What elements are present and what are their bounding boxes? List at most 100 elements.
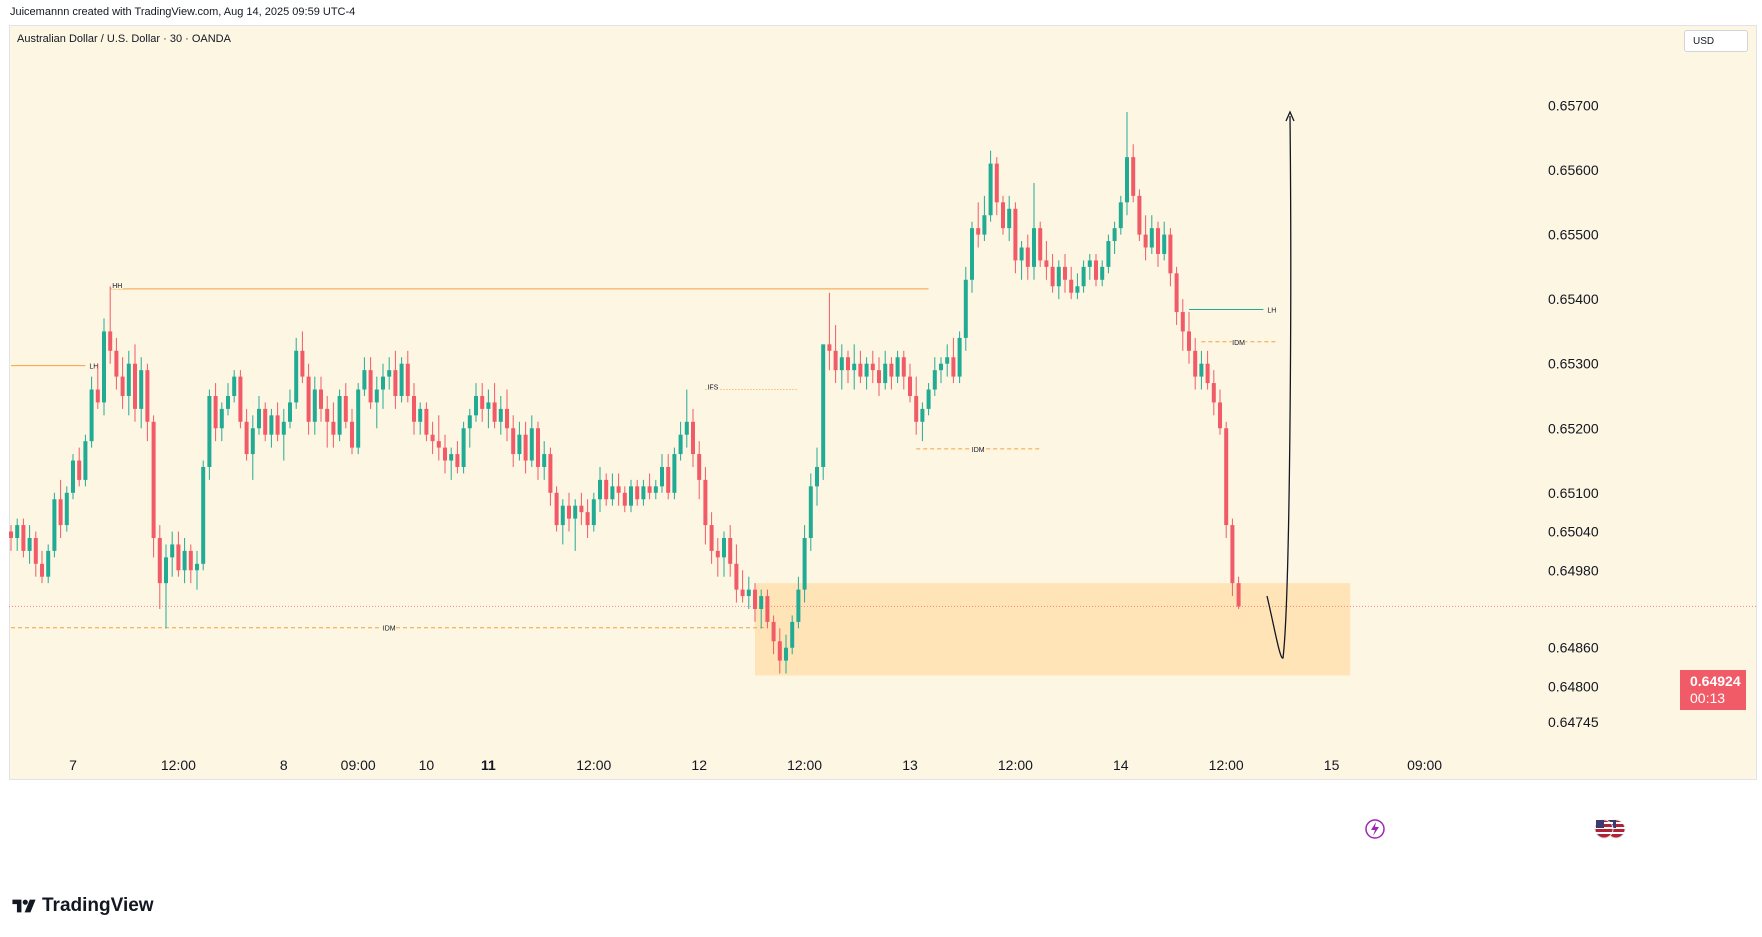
candle-body xyxy=(523,434,528,461)
candle-body xyxy=(467,415,472,429)
candle-body xyxy=(188,550,193,571)
candle-body xyxy=(1081,266,1086,287)
candle xyxy=(89,376,94,448)
candle xyxy=(567,492,571,532)
candle-body xyxy=(325,408,330,422)
candle xyxy=(827,292,832,371)
candle-body xyxy=(796,589,801,622)
candle xyxy=(932,357,937,396)
candle xyxy=(350,408,354,455)
candle-body xyxy=(889,363,894,377)
candle xyxy=(1032,182,1036,280)
candle xyxy=(102,318,106,416)
candle xyxy=(269,408,274,448)
candle xyxy=(542,441,547,480)
candle-body xyxy=(89,389,94,442)
candle xyxy=(629,479,633,513)
candle xyxy=(901,350,906,390)
candle xyxy=(1211,370,1216,416)
candle-body xyxy=(567,505,571,519)
candle xyxy=(1050,253,1055,293)
candle xyxy=(319,376,323,422)
candle-body xyxy=(300,350,305,377)
candle-body xyxy=(201,466,206,564)
us-flag-icon[interactable] xyxy=(1594,819,1614,839)
candle xyxy=(1112,221,1117,254)
candle xyxy=(1125,111,1129,216)
candle-body xyxy=(27,537,32,551)
candle-body xyxy=(790,621,795,648)
candle-body xyxy=(777,641,782,661)
candle-body xyxy=(139,370,144,409)
lightning-event-icon[interactable] xyxy=(1365,819,1385,839)
candle-body xyxy=(660,466,664,487)
candle xyxy=(926,383,931,416)
currency-button[interactable]: USD xyxy=(1684,30,1748,52)
candle-body xyxy=(15,525,20,538)
candle-body xyxy=(1149,228,1154,248)
candle xyxy=(517,421,522,461)
candle-body xyxy=(1193,350,1198,377)
x-tick-label: 14 xyxy=(1113,757,1129,773)
candle-body xyxy=(1224,428,1229,526)
candle xyxy=(387,357,392,390)
candle-body xyxy=(858,363,863,377)
candle xyxy=(920,402,925,442)
candle xyxy=(908,363,912,403)
candle xyxy=(641,479,646,506)
candle xyxy=(759,589,764,629)
candle-body xyxy=(591,499,596,526)
candle-body xyxy=(133,363,137,409)
candle xyxy=(591,492,596,532)
candle xyxy=(1149,215,1154,254)
candle-body xyxy=(1050,266,1055,287)
candle xyxy=(784,634,788,674)
candle-body xyxy=(195,563,199,571)
candle xyxy=(895,350,900,384)
candle xyxy=(715,537,720,577)
candle xyxy=(1044,241,1049,280)
candle xyxy=(951,337,956,384)
x-tick-label: 12:00 xyxy=(998,757,1033,773)
candle xyxy=(64,486,69,532)
candle-body xyxy=(238,376,243,422)
candle xyxy=(709,512,714,564)
tradingview-logo-icon xyxy=(12,899,36,913)
x-tick-label: 12:00 xyxy=(787,757,822,773)
candle-body xyxy=(548,454,553,493)
candle xyxy=(213,383,218,442)
tradingview-logo[interactable]: TradingView xyxy=(10,895,154,917)
candle xyxy=(1019,241,1024,280)
candle-body xyxy=(765,596,770,622)
candle-body xyxy=(691,421,695,455)
candle-body xyxy=(1032,228,1036,267)
x-tick-label: 7 xyxy=(69,757,77,773)
candle-body xyxy=(963,279,968,338)
candle-body xyxy=(176,544,181,571)
candle xyxy=(802,525,807,603)
candle xyxy=(653,479,658,500)
candle-body xyxy=(505,408,509,429)
candle xyxy=(430,421,435,455)
candle-body xyxy=(1174,273,1179,313)
candle xyxy=(1218,389,1222,435)
candle xyxy=(554,486,559,532)
candle xyxy=(988,150,993,222)
candle xyxy=(790,615,795,655)
candle-body xyxy=(666,466,671,493)
candle xyxy=(139,357,144,429)
candle xyxy=(1081,260,1086,293)
candle xyxy=(771,615,776,655)
candle-body xyxy=(1013,208,1018,261)
candle xyxy=(604,473,609,506)
candle-body xyxy=(604,479,609,500)
candle-body xyxy=(1106,241,1111,267)
candle xyxy=(864,357,869,390)
candle xyxy=(40,550,44,584)
candle xyxy=(1075,273,1080,300)
candle-body xyxy=(951,357,956,377)
candle xyxy=(1224,421,1229,538)
candle-body xyxy=(182,550,187,571)
candle-body xyxy=(312,389,317,422)
